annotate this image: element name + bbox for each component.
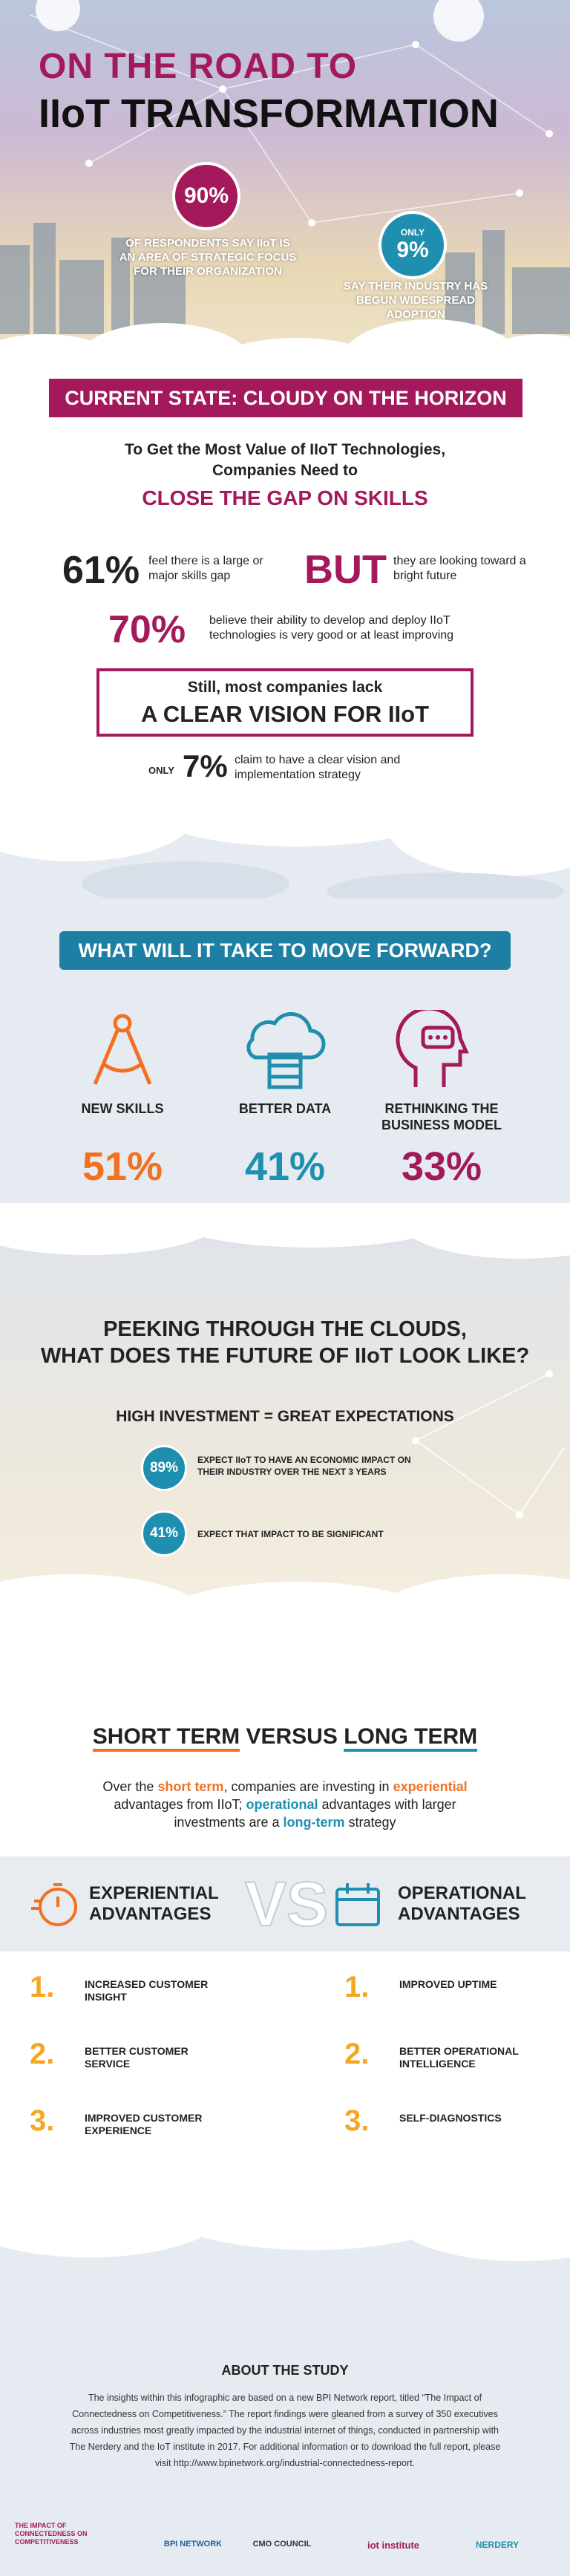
vs: VS	[244, 1868, 329, 1940]
title-line2: IIoT TRANSFORMATION	[39, 91, 499, 136]
vs-band	[0, 1856, 570, 1951]
stat-text: SAY THEIR INDUSTRY HAS BEGUN WIDESPREAD …	[343, 280, 488, 321]
item-value: 41%	[244, 1144, 326, 1189]
logo: THE IMPACT OF CONNECTEDNESS ON COMPETITI…	[15, 2522, 88, 2546]
item-value: 33%	[401, 1144, 482, 1189]
stat-value: 7%	[183, 749, 228, 783]
item-number: 3.	[344, 2104, 370, 2137]
title-line: OPERATIONAL	[398, 1883, 526, 1903]
about-text: The insights within this infographic are…	[69, 2393, 501, 2468]
item-value: 51%	[82, 1144, 163, 1189]
title-line: ADVANTAGES	[398, 1904, 520, 1924]
future-art	[0, 1203, 570, 1619]
logo: iot institute	[367, 2540, 420, 2551]
title-line: ADVANTAGES	[89, 1904, 212, 1924]
intro: To Get the Most Value of IIoT Technologi…	[0, 440, 570, 481]
banner: WHAT WILL IT TAKE TO MOVE FORWARD?	[59, 931, 511, 970]
vision-line: Still, most companies lack	[187, 679, 383, 696]
but-text: they are looking toward a bright future	[393, 555, 526, 582]
item-number: 2.	[344, 2038, 370, 2070]
column-title: OPERATIONAL ADVANTAGES	[398, 1883, 526, 1925]
stat-text: EXPECT THAT IMPACT TO BE SIGNIFICANT	[197, 1529, 384, 1539]
item-text: SELF-DIAGNOSTICS	[399, 2112, 502, 2124]
column-title: EXPERIENTIAL ADVANTAGES	[89, 1883, 219, 1925]
logo: CMO COUNCIL	[252, 2540, 312, 2549]
text: experiential	[393, 1779, 468, 1794]
item-text: BETTER CUSTOMER SERVICE	[85, 2045, 189, 2070]
item-number: 3.	[30, 2104, 55, 2137]
forward-icons	[93, 1010, 469, 1089]
item-label: RETHINKING THE BUSINESS MODEL	[381, 1101, 502, 1132]
calendar-icon	[335, 1883, 380, 1926]
intro-line: To Get the Most Value of IIoT Technologi…	[124, 441, 446, 458]
item-text: BETTER OPERATIONAL INTELLIGENCE	[399, 2045, 519, 2070]
text: strategy	[344, 1815, 396, 1830]
title-line: EXPERIENTIAL	[89, 1883, 219, 1903]
terms-description: Over the short term, companies are inves…	[99, 1778, 471, 1831]
text: long-term	[283, 1815, 345, 1830]
stat-text: OF RESPONDENTS SAY IIoT IS AN AREA OF ST…	[119, 237, 297, 278]
text: advantages from IIoT;	[114, 1779, 471, 1812]
future-title: PEEKING THROUGH THE CLOUDS, WHAT DOES THE…	[0, 1316, 570, 1369]
stat-text: claim to have a clear vision and impleme…	[235, 754, 401, 781]
title-part: SHORT TERM	[92, 1724, 240, 1752]
stat-value: 9%	[396, 238, 429, 262]
vision-line: A CLEAR VISION FOR IIoT	[140, 701, 430, 727]
clouds	[0, 2183, 570, 2302]
future-subtitle: HIGH INVESTMENT = GREAT EXPECTATIONS	[116, 1408, 454, 1425]
item-number: 2.	[30, 2038, 55, 2070]
text: advantages with larger investments are a	[174, 1797, 460, 1830]
text: Over the	[102, 1779, 158, 1794]
stat-text: feel there is a large or major skills ga…	[148, 555, 263, 582]
stat-circle: ONLY 9%	[379, 211, 447, 279]
stopwatch-icon	[31, 1883, 77, 1926]
stat-value: 70%	[108, 608, 186, 651]
section-bg	[0, 1218, 570, 1619]
item-label: BETTER DATA	[238, 1101, 332, 1116]
title-part: LONG TERM	[344, 1724, 478, 1752]
stat-circle: 90%	[172, 162, 240, 230]
clouds	[0, 802, 570, 899]
stat-text: EXPECT IIoT TO HAVE AN ECONOMIC IMPACT O…	[197, 1455, 411, 1477]
logo: NERDERY	[475, 2540, 520, 2550]
item-number: 1.	[30, 1971, 55, 2003]
stat-value: 89%	[149, 1460, 179, 1476]
stat-text: believe their ability to develop and dep…	[209, 614, 454, 642]
title-part: VERSUS	[246, 1724, 338, 1749]
stat-circle: 89%	[141, 1445, 187, 1491]
item-text: INCREASED CUSTOMER INSIGHT	[85, 1978, 209, 2003]
text: operational	[246, 1797, 318, 1812]
stat-value: 90%	[183, 183, 229, 208]
stat-prefix: ONLY	[148, 765, 174, 776]
text: short term	[157, 1779, 224, 1794]
about-title: ABOUT THE STUDY	[221, 2363, 349, 2378]
highlight: CLOSE THE GAP ON SKILLS	[142, 486, 428, 509]
title-line: WHAT DOES THE FUTURE OF IIoT LOOK LIKE?	[40, 1344, 530, 1368]
stat-prefix: ONLY	[400, 227, 425, 238]
item-label: NEW SKILLS	[81, 1101, 164, 1116]
logo: BPI NETWORK	[163, 2540, 223, 2549]
stat-value: 41%	[149, 1525, 179, 1541]
intro-line: Companies Need to	[212, 462, 358, 479]
text: , companies are investing in	[223, 1779, 393, 1794]
section-bg	[0, 386, 570, 817]
item-number: 1.	[344, 1971, 370, 2003]
item-text: IMPROVED CUSTOMER EXPERIENCE	[85, 2112, 203, 2136]
terms-title: SHORT TERM VERSUS LONG TERM	[0, 1724, 570, 1752]
hero-art	[0, 0, 570, 334]
vision-box: Still, most companies lack A CLEAR VISIO…	[96, 668, 474, 737]
item-text: IMPROVED UPTIME	[399, 1978, 497, 1990]
title-line1: ON THE ROAD TO	[39, 47, 358, 86]
but-word: BUT	[304, 547, 387, 592]
banner: CURRENT STATE: CLOUDY ON THE HORIZON	[49, 379, 522, 417]
stat-value: 61%	[62, 549, 140, 592]
title-line: PEEKING THROUGH THE CLOUDS,	[103, 1317, 467, 1341]
stat-circle: 41%	[141, 1510, 187, 1556]
